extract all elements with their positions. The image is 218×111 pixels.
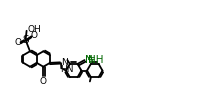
Text: S: S <box>22 35 29 45</box>
Text: O: O <box>40 77 47 86</box>
Text: O: O <box>31 31 37 40</box>
Text: NH: NH <box>88 55 104 65</box>
Text: HN: HN <box>61 65 74 74</box>
Text: N: N <box>85 55 93 65</box>
Text: O: O <box>14 38 21 47</box>
Text: N: N <box>61 58 68 67</box>
Text: OH: OH <box>28 25 41 34</box>
Text: =: = <box>87 55 95 65</box>
